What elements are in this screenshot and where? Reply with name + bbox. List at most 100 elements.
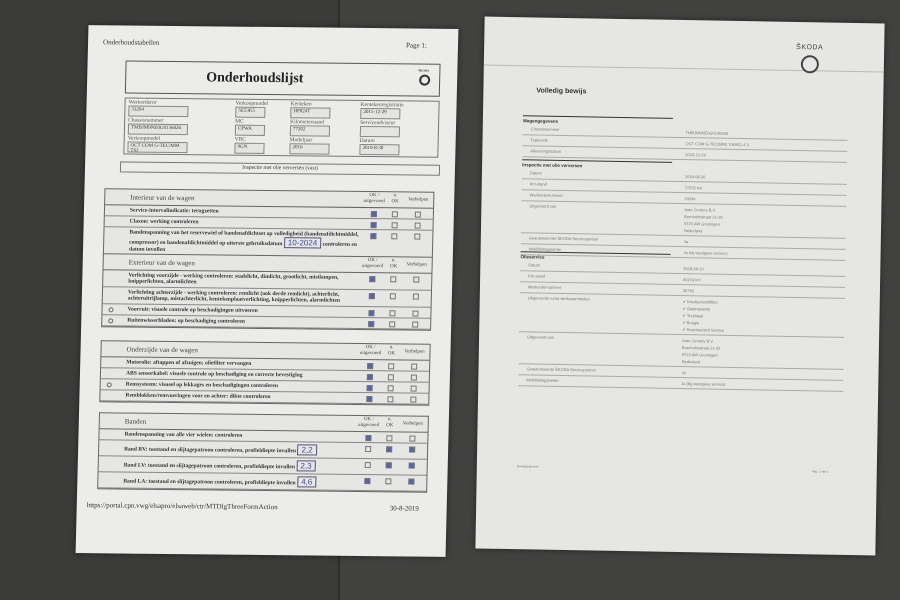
proof-value: ✔ Remvloeistof Service [682, 326, 725, 333]
proof-value: 60219 km [683, 276, 701, 282]
checkbox-ok[interactable] [364, 478, 371, 485]
footer-date: 30-8-2019 [389, 504, 419, 513]
checkbox-not-ok[interactable] [391, 233, 398, 240]
checkbox-fix[interactable] [412, 293, 419, 300]
checkbox-ok[interactable] [364, 462, 371, 469]
checkbox-not-ok[interactable] [389, 293, 396, 300]
checkbox-fix[interactable] [414, 211, 421, 218]
proof-value: 9723 AW Groningen [681, 351, 718, 358]
row-text: Service-intervalindicatie: terugzetten [129, 207, 219, 215]
proof-value: 33294 [684, 195, 696, 201]
checkbox-fix[interactable] [413, 276, 420, 283]
checkbox-ok[interactable] [367, 363, 374, 370]
checkbox-fix[interactable] [411, 363, 418, 370]
checkbox-ok[interactable] [370, 222, 377, 229]
proof-value: Bornholmstraat 21-25 [684, 213, 723, 220]
checkbox-ok[interactable] [365, 435, 372, 442]
checkbox-ok[interactable] [368, 310, 375, 317]
section-title: Interieur van de wagen [130, 193, 195, 203]
checkbox-not-ok[interactable] [387, 396, 394, 403]
col-ok: OK / uitgevoerd [361, 258, 384, 270]
section-title: Exterieur van de wagen [128, 258, 196, 268]
checkbox-not-ok[interactable] [389, 321, 396, 328]
section-2: Onderzijde van de wagen OK / uitgevoerd … [99, 340, 431, 406]
row-text: Band RV: toestand en slijtagepatroon con… [124, 446, 297, 455]
col-nok: n. OK [387, 345, 396, 357]
proof-key: Km-stand [529, 180, 547, 187]
checkbox-not-ok[interactable] [389, 310, 396, 317]
section-3: Banden OK / uitgevoerd n. OK Verhelpen Ba… [97, 412, 429, 493]
col-fix: Verhelpen [404, 349, 425, 355]
checkbox-ok[interactable] [368, 293, 375, 300]
field-value: 2015-12-29 [360, 107, 401, 120]
proof-value: ✔ Gasinspectie [682, 305, 711, 312]
checkbox-not-ok[interactable] [391, 222, 398, 229]
checkbox-fix[interactable] [414, 233, 421, 240]
proof-key: Mobiliteitsgarantie [526, 376, 559, 383]
field-value [359, 125, 401, 138]
checkbox-fix[interactable] [410, 385, 417, 392]
proof-value: Auto Century B.V. [682, 337, 714, 344]
checkbox-fix[interactable] [414, 222, 421, 229]
col-fix: Verhelpen [408, 197, 429, 203]
proof-key: Werkordernummer [529, 191, 563, 198]
col-nok: n. OK [389, 258, 398, 270]
checkbox-ok[interactable] [366, 385, 373, 392]
checkbox-fix[interactable] [409, 446, 416, 453]
col-fix: Verhelpen [402, 421, 423, 427]
proof-value: 9723 AW Groningen [684, 220, 721, 227]
checkbox-ok[interactable] [368, 321, 375, 328]
checkbox-not-ok[interactable] [385, 462, 392, 469]
checkbox-fix[interactable] [408, 478, 415, 485]
checkbox-ok[interactable] [370, 211, 377, 218]
handwritten-value: 2,2 [297, 444, 317, 456]
checkbox-not-ok[interactable] [388, 363, 395, 370]
checkbox-ok[interactable] [370, 233, 377, 240]
checkbox-ok[interactable] [369, 276, 376, 283]
checkbox-not-ok[interactable] [386, 435, 393, 442]
checkbox-not-ok[interactable] [385, 478, 392, 485]
proof-key: Werkordernummer [527, 283, 562, 290]
field-value: TMBJM9NE0G0136026 [127, 123, 189, 136]
proof-value: 77202 km [684, 184, 703, 190]
row-text: Remsysteem: visueel op lekkages en besch… [125, 381, 279, 390]
row-text: Verlichting voorzijde - werking controle… [128, 272, 339, 286]
checkbox-ok[interactable] [366, 396, 373, 403]
checkbox-not-ok[interactable] [387, 374, 394, 381]
checkbox-fix[interactable] [412, 310, 419, 317]
checkbox-ok[interactable] [366, 374, 373, 381]
doc-header: Onderhoudstabellen [102, 38, 160, 47]
proof-value: 2018-09-10 [683, 265, 704, 271]
row-text: Remblokken/remvoeringen voor en achter: … [125, 392, 271, 401]
field-value: 5E53K5 [235, 106, 266, 118]
col-fix: Verhelpen [406, 262, 427, 268]
field-value: 2019-8-30 [359, 143, 400, 156]
marker-icon [106, 382, 112, 388]
checkbox-not-ok[interactable] [387, 385, 394, 392]
footer-page: Pag. 1 van 1 [811, 469, 829, 474]
marker-icon [108, 318, 114, 324]
brand-name: ŠKODA [796, 43, 824, 52]
proof-value: 2019-08-30 [684, 173, 706, 179]
handwritten-value: 10-2024 [283, 237, 322, 249]
checkbox-fix[interactable] [410, 374, 417, 381]
row-text: Bandenspanning van alle vier wielen: con… [124, 431, 243, 439]
field-value: 77202 [289, 125, 331, 137]
section-title: Banden [124, 417, 147, 426]
checkbox-fix[interactable] [409, 435, 416, 442]
checkbox-not-ok[interactable] [386, 446, 393, 453]
checkbox-not-ok[interactable] [391, 211, 398, 218]
proof-value: 2015-12-29 [685, 151, 706, 157]
proof-value: Bornholmstraat 21-25 [681, 344, 721, 351]
checkbox-fix[interactable] [410, 396, 417, 403]
row-text: Voorruit: visuele controle op beschadigi… [127, 306, 258, 314]
checkbox-not-ok[interactable] [390, 276, 397, 283]
col-ok: OK / uitgevoerd [357, 417, 380, 429]
proof-key: Geautoriseerde ŠKODA Servicepartner [526, 365, 597, 373]
checkbox-fix[interactable] [412, 321, 419, 328]
marker-icon [108, 307, 114, 313]
checkbox-fix[interactable] [408, 462, 415, 469]
checkbox-ok[interactable] [365, 446, 372, 453]
proof-section: Inspectie met olie verversen Datum 2019-08… [520, 159, 848, 261]
checklist-row: Ruitenwisserbladen: op beschadiging cont… [102, 315, 431, 330]
